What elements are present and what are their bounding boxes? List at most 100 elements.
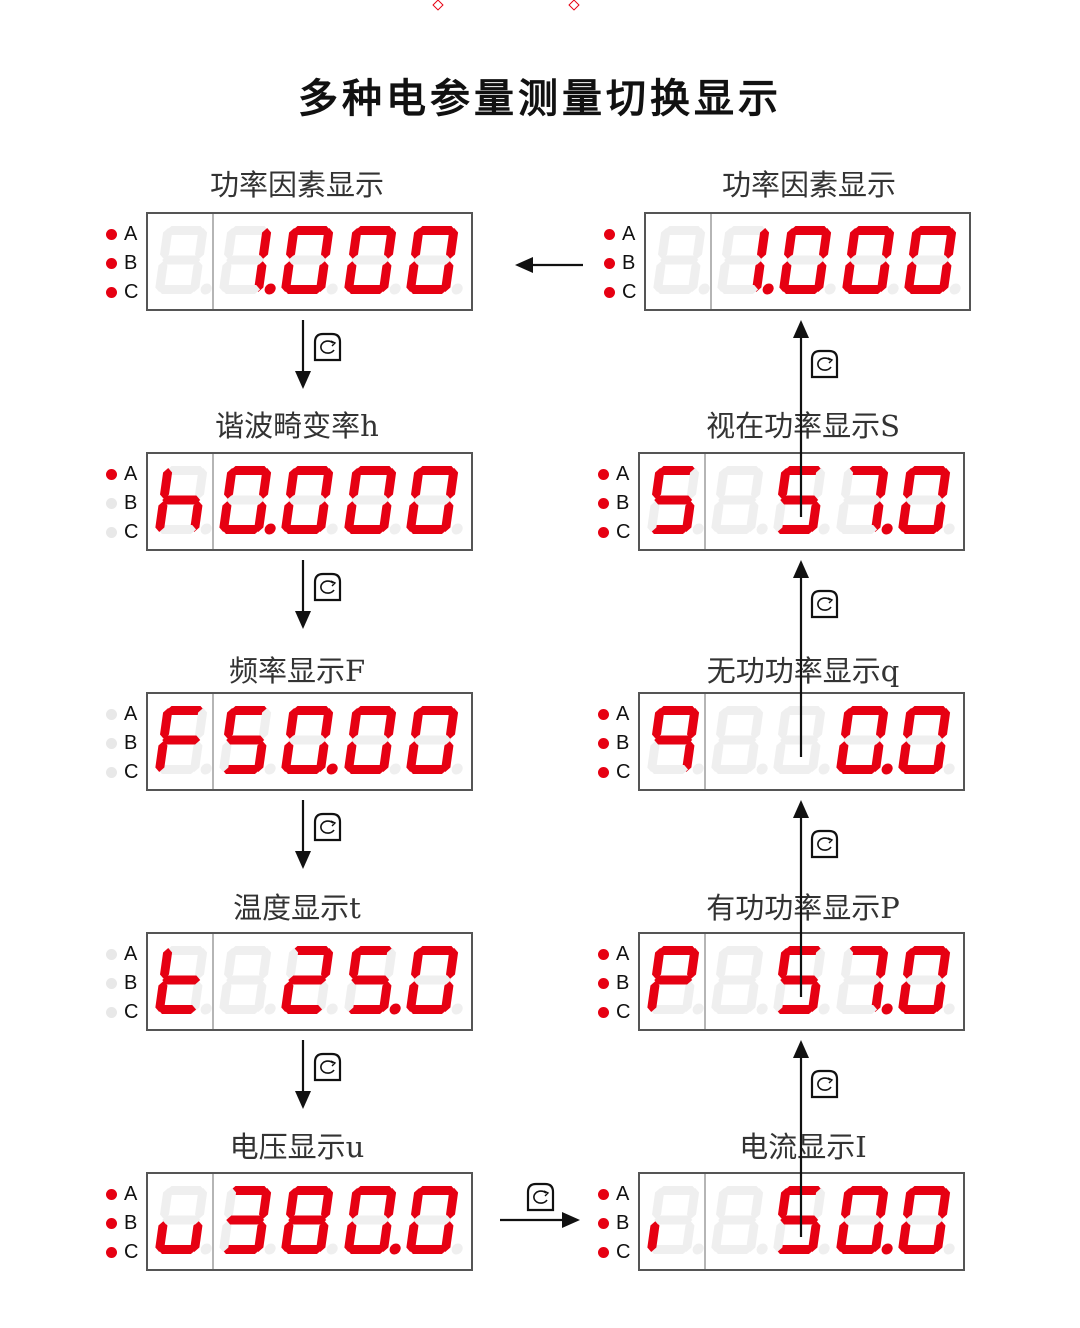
indicator-a: A	[106, 703, 146, 727]
segment-e	[711, 981, 724, 1012]
digit	[219, 946, 276, 1015]
segment-e	[281, 1221, 294, 1252]
segment-d	[347, 285, 386, 294]
segment-c	[682, 1221, 695, 1252]
segment-f	[715, 708, 729, 739]
panel-label: 电流显示I	[739, 1130, 867, 1164]
decimal-point	[264, 283, 276, 295]
segment-g	[905, 735, 944, 745]
display-divider	[212, 454, 214, 549]
segment-c	[746, 981, 759, 1012]
segment-g	[351, 1215, 390, 1225]
segment-d	[409, 285, 448, 294]
segment-c	[877, 261, 890, 292]
segment-g	[905, 495, 944, 505]
segment-a	[909, 946, 948, 955]
segment-e	[653, 261, 666, 292]
segment-g	[413, 1215, 452, 1225]
digit	[711, 1186, 768, 1255]
segment-b	[937, 948, 951, 979]
segment-b	[194, 1188, 208, 1219]
segment-g	[905, 975, 944, 985]
segment-c	[254, 261, 267, 292]
cycle-key-icon	[810, 589, 839, 619]
display-divider	[704, 694, 706, 789]
segment-c	[316, 741, 329, 772]
digit-row	[647, 1186, 955, 1255]
indicator-c: C	[598, 761, 638, 785]
segment-e	[711, 1221, 724, 1252]
segment-b	[812, 948, 826, 979]
segment-c	[254, 501, 267, 532]
segment-c	[814, 261, 827, 292]
segment-c	[441, 1221, 454, 1252]
decimal-point	[451, 763, 463, 775]
digit	[898, 1186, 955, 1255]
segment-c	[871, 741, 884, 772]
segment-f	[651, 948, 665, 979]
indicator-led	[598, 767, 609, 778]
segment-g	[654, 495, 693, 505]
decimal-point	[943, 1243, 955, 1255]
segment-f	[159, 948, 173, 979]
segment-b	[445, 468, 459, 499]
segment-c	[190, 261, 203, 292]
digit-row	[155, 1186, 463, 1255]
segment-d	[901, 1005, 940, 1014]
segment-d	[776, 1245, 815, 1254]
segment-f	[410, 948, 424, 979]
segment-a	[853, 226, 892, 235]
segment-e	[836, 741, 849, 772]
segment-d	[158, 765, 197, 774]
segment-b	[686, 708, 700, 739]
digit	[155, 706, 212, 775]
digit	[281, 226, 338, 295]
indicator-letter: B	[124, 252, 138, 274]
segment-e	[898, 741, 911, 772]
indicator-b: B	[106, 1212, 146, 1236]
indicator-led	[106, 1218, 117, 1229]
segment-a	[292, 466, 331, 475]
segment-f	[348, 1188, 362, 1219]
segment-g	[780, 1215, 819, 1225]
segment-d	[714, 1005, 753, 1014]
segment-g	[654, 735, 693, 745]
indicator-letter: A	[616, 943, 630, 965]
segment-a	[292, 706, 331, 715]
segment-f	[777, 1188, 791, 1219]
segment-a	[784, 466, 823, 475]
decimal-point	[326, 283, 338, 295]
decimal-point	[451, 1003, 463, 1015]
segment-b	[194, 228, 208, 259]
decimal-point	[818, 523, 830, 535]
segment-b	[875, 948, 889, 979]
indicator-letter: A	[616, 703, 630, 725]
indicator-a: A	[106, 943, 146, 967]
segment-a	[784, 946, 823, 955]
segment-a	[230, 706, 269, 715]
segment-f	[783, 228, 797, 259]
segment-d	[839, 1245, 878, 1254]
segment-f	[159, 1188, 173, 1219]
segment-e	[219, 741, 232, 772]
cycle-key-icon	[313, 1052, 342, 1082]
segment-g	[226, 975, 265, 985]
segment-c	[746, 1221, 759, 1252]
segment-e	[406, 741, 419, 772]
segment-g	[786, 255, 825, 265]
digit	[836, 1186, 893, 1255]
cycle-key-icon	[313, 572, 342, 602]
panel-label: 无功功率显示q	[706, 654, 900, 688]
segment-f	[285, 228, 299, 259]
decimal-point	[762, 283, 774, 295]
segment-e	[773, 501, 786, 532]
down-arrow	[295, 1040, 342, 1109]
segment-a	[355, 226, 394, 235]
segment-f	[840, 708, 854, 739]
display-divider	[212, 214, 214, 309]
segment-d	[158, 1005, 197, 1014]
segment-a	[722, 466, 761, 475]
segment-c	[871, 1221, 884, 1252]
panel-label: 谐波畸变率h	[215, 409, 379, 443]
segment-e	[836, 1221, 849, 1252]
